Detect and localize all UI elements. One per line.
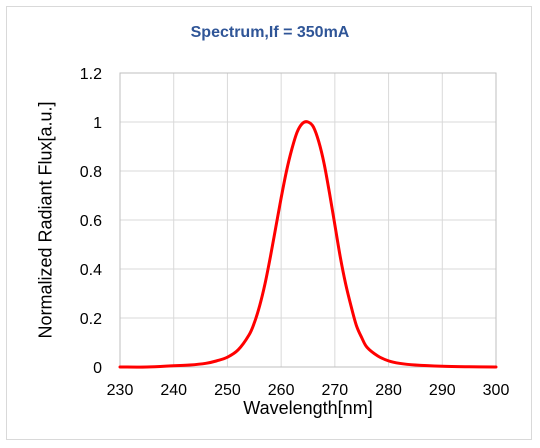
y-tick-label: 1.2 xyxy=(80,66,102,83)
y-tick-label: 0.4 xyxy=(80,262,102,279)
x-tick-label: 270 xyxy=(322,382,349,399)
x-tick-label: 240 xyxy=(160,382,187,399)
y-tick-label: 0.8 xyxy=(80,164,102,181)
x-tick-labels: 230 240 250 260 270 280 290 300 xyxy=(107,382,510,399)
x-tick-label: 290 xyxy=(429,382,456,399)
y-tick-label: 0.2 xyxy=(80,311,102,328)
y-tick-label: 0.6 xyxy=(80,213,102,230)
chart-title: Spectrum,If = 350mA xyxy=(190,24,350,41)
x-tick-label: 260 xyxy=(268,382,295,399)
y-tick-label: 1 xyxy=(93,115,102,132)
x-tick-label: 250 xyxy=(214,382,241,399)
y-tick-label: 0 xyxy=(93,360,102,377)
x-tick-label: 230 xyxy=(107,382,134,399)
x-axis-label: Wavelength[nm] xyxy=(243,398,373,418)
spectrum-curve xyxy=(118,120,498,369)
x-tick-label: 280 xyxy=(375,382,402,399)
plot-area-border xyxy=(119,72,497,368)
y-tick-labels: 0 0.2 0.4 0.6 0.8 1 1.2 xyxy=(80,66,102,377)
grid xyxy=(119,72,497,368)
x-tick-label: 300 xyxy=(483,382,510,399)
